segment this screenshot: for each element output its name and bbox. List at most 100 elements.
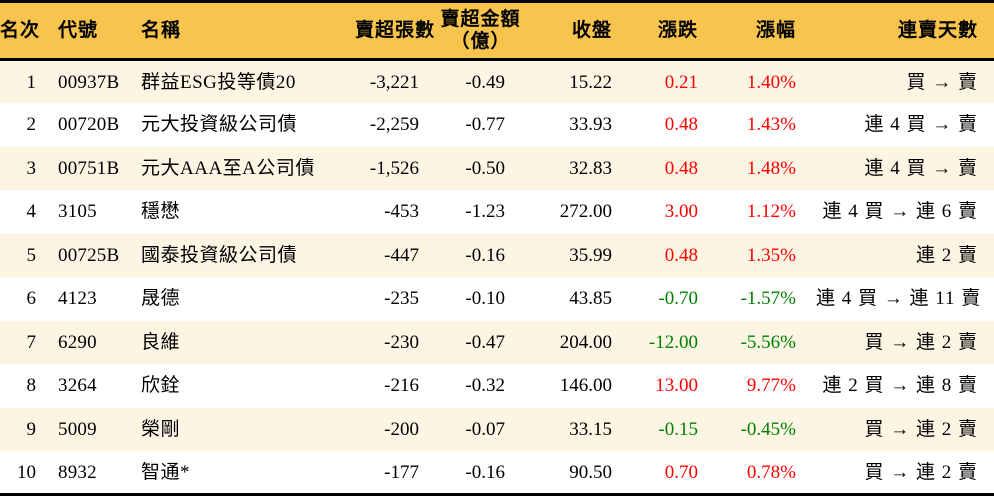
table-row[interactable]: 2 00720B 元大投資級公司債 -2,259 -0.77 33.93 0.48 1.43%…: [0, 103, 994, 147]
cell-lots: -230: [384, 331, 419, 353]
cell-pct: 1.40%: [746, 71, 796, 93]
cell-name: 元大投資級公司債: [141, 114, 298, 136]
cell-pct: 1.35%: [746, 244, 796, 266]
table-row[interactable]: 7 6290 良維 -230 -0.47 204.00 -12.00 -5.56% 買 → 連 …: [0, 320, 994, 364]
cell-streak: 買 → 連 2 賣: [864, 331, 978, 353]
table-row[interactable]: 1 00937B 群益ESG投等債20 -3,221 -0.49 15.22 0.21 1.4…: [0, 59, 994, 103]
cell-close: 35.99: [569, 244, 612, 266]
cell-rank: 5: [26, 244, 37, 266]
cell-change: 0.48: [664, 114, 698, 136]
cell-pct: -5.56%: [740, 331, 796, 353]
cell-streak: 連 4 買 → 賣: [864, 157, 978, 179]
cell-streak: 連 4 買 → 連 6 賣: [822, 201, 978, 223]
cell-change: 13.00: [655, 375, 698, 397]
cell-code: 3105: [58, 201, 97, 223]
cell-amount: -0.49: [465, 71, 505, 93]
cell-change: 0.48: [664, 157, 698, 179]
column-header-change: 漲跌: [630, 0, 714, 61]
column-header-streak-label: 連賣天數: [897, 19, 978, 41]
table-row[interactable]: 3 00751B 元大AAA至A公司債 -1,526 -0.50 32.83 0.48 1.4…: [0, 146, 994, 190]
table-row[interactable]: 4 3105 穩懋 -453 -1.23 272.00 3.00 1.12% 連 4 買 → 連…: [0, 190, 994, 234]
column-header-rank: 名次: [0, 0, 49, 61]
table-row[interactable]: 5 00725B 國泰投資級公司債 -447 -0.16 35.99 0.48 1.35% 連 …: [0, 233, 994, 277]
cell-name: 欣銓: [141, 375, 181, 397]
cell-amount: -0.77: [465, 114, 505, 136]
cell-name: 良維: [141, 331, 181, 353]
cell-close: 32.83: [569, 157, 612, 179]
cell-code: 4123: [58, 288, 97, 310]
cell-lots: -2,259: [369, 114, 419, 136]
cell-code: 00720B: [58, 114, 120, 136]
cell-name: 晟德: [141, 288, 181, 310]
cell-rank: 4: [26, 201, 37, 223]
column-header-code: 代號: [49, 0, 129, 61]
column-header-amount-label: 賣超金額: [440, 9, 521, 31]
cell-close: 90.50: [528, 451, 630, 496]
column-header-rank-label: 名次: [0, 19, 41, 41]
column-header-close-label: 收盤: [571, 19, 612, 41]
cell-rank: 2: [26, 114, 37, 136]
cell-rank: 6: [26, 288, 37, 310]
cell-amount: -1.23: [465, 201, 505, 223]
table-row[interactable]: 10 8932 智通* -177 -0.16 90.50 0.70 0.78% 買 → 連 2 …: [0, 451, 994, 496]
cell-amount: -0.50: [465, 157, 505, 179]
cell-pct: 1.12%: [746, 201, 796, 223]
column-header-amount-unit: （億）: [450, 30, 511, 52]
column-header-name: 名稱: [129, 0, 355, 61]
cell-lots: -200: [384, 418, 419, 440]
cell-lots: -235: [384, 288, 419, 310]
cell-code: 8932: [49, 451, 129, 496]
cell-streak: 連 2 賣: [915, 244, 978, 266]
table-header-row: 名次 代號 名稱 賣超張數 賣超金額 （億） 收盤: [0, 0, 994, 61]
cell-rank: 9: [26, 418, 37, 440]
cell-name: 穩懋: [141, 201, 181, 223]
cell-pct: 1.43%: [746, 114, 796, 136]
cell-amount: -0.16: [433, 451, 528, 496]
cell-amount: -0.10: [465, 288, 505, 310]
table-row[interactable]: 6 4123 晟德 -235 -0.10 43.85 -0.70 -1.57% 連 4 買 → …: [0, 277, 994, 321]
cell-close: 43.85: [569, 288, 612, 310]
cell-change: -0.15: [658, 418, 698, 440]
cell-code: 5009: [58, 418, 97, 440]
cell-rank: 7: [26, 331, 37, 353]
cell-lots: -177: [355, 451, 433, 496]
cell-lots: -447: [384, 244, 419, 266]
cell-streak: 連 4 買 → 賣: [864, 114, 978, 136]
cell-amount: -0.16: [465, 244, 505, 266]
cell-close: 33.93: [569, 114, 612, 136]
column-header-change-label: 漲跌: [657, 19, 698, 41]
cell-pct: -1.57%: [740, 288, 796, 310]
cell-change: 0.48: [664, 244, 698, 266]
cell-code: 6290: [58, 331, 97, 353]
column-header-code-label: 代號: [58, 19, 99, 41]
cell-close: 272.00: [559, 201, 612, 223]
cell-name: 智通*: [129, 451, 355, 496]
table-row[interactable]: 8 3264 欣銓 -216 -0.32 146.00 13.00 9.77% 連 2 買 → …: [0, 364, 994, 408]
cell-streak: 買 → 連 2 賣: [816, 451, 994, 496]
column-header-name-label: 名稱: [141, 19, 182, 41]
cell-change: 3.00: [664, 201, 698, 223]
cell-rank: 8: [26, 375, 37, 397]
table-header: 名次 代號 名稱 賣超張數 賣超金額 （億） 收盤: [0, 0, 994, 61]
cell-streak: 買 → 連 2 賣: [864, 418, 978, 440]
cell-amount: -0.32: [465, 375, 505, 397]
cell-amount: -0.47: [465, 331, 505, 353]
cell-lots: -453: [384, 201, 419, 223]
cell-name: 國泰投資級公司債: [141, 244, 298, 266]
cell-rank: 10: [0, 451, 49, 496]
table-row[interactable]: 9 5009 榮剛 -200 -0.07 33.15 -0.15 -0.45% 買 → 連 2 …: [0, 407, 994, 451]
cell-close: 15.22: [569, 71, 612, 93]
cell-pct: 1.48%: [746, 157, 796, 179]
column-header-pct: 漲幅: [714, 0, 816, 61]
cell-change: 0.70: [630, 451, 714, 496]
cell-pct: -0.45%: [740, 418, 796, 440]
column-header-close: 收盤: [528, 0, 630, 61]
cell-change: 0.21: [664, 71, 698, 93]
cell-close: 146.00: [559, 375, 612, 397]
cell-change: -0.70: [658, 288, 698, 310]
column-header-streak: 連賣天數: [816, 0, 994, 61]
cell-code: 3264: [58, 375, 97, 397]
cell-pct: 9.77%: [746, 375, 796, 397]
